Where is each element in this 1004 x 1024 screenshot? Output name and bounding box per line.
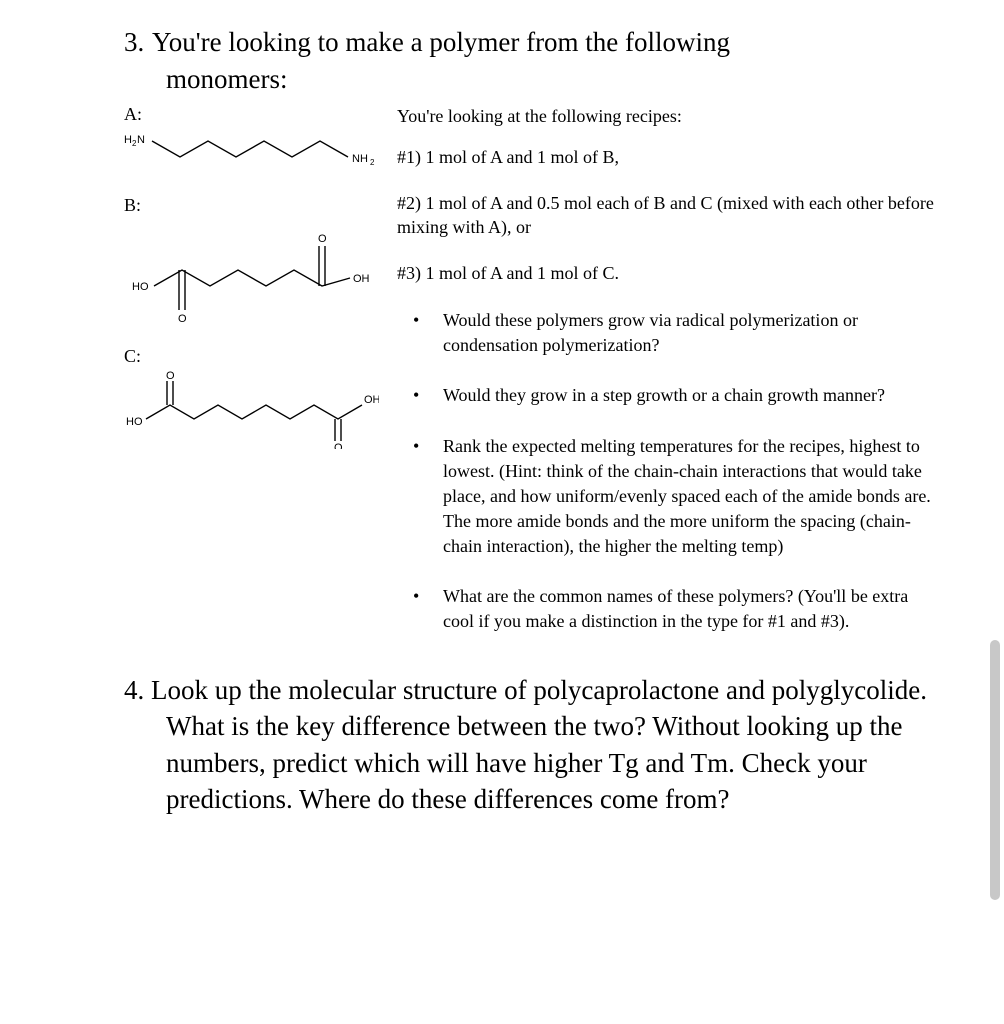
bullet-4: What are the common names of these polym… — [397, 584, 940, 634]
svg-text:O: O — [178, 313, 187, 325]
q3-bullets: Would these polymers grow via radical po… — [397, 308, 940, 634]
svg-text:O: O — [166, 370, 175, 382]
q3-heading-line2: monomers: — [166, 62, 950, 97]
svg-text:H: H — [124, 134, 132, 146]
monomer-b-label: B: — [124, 195, 379, 216]
q4-text: Look up the molecular structure of polyc… — [151, 675, 927, 814]
text-column: You're looking at the following recipes:… — [397, 104, 950, 660]
monomer-a: A: H 2 N NH 2 — [124, 104, 379, 177]
q4-number: 4. — [124, 675, 151, 705]
q3-heading-line1: 3.You're looking to make a polymer from … — [124, 24, 950, 60]
monomers-column: A: H 2 N NH 2 B: — [124, 104, 379, 660]
bullet-1: Would these polymers grow via radical po… — [397, 308, 940, 358]
monomer-c: C: HO OH — [124, 346, 379, 449]
svg-text:OH: OH — [364, 394, 379, 406]
recipes-intro: You're looking at the following recipes: — [397, 106, 940, 127]
scrollbar-thumb[interactable] — [990, 640, 1000, 900]
molecule-b-diagram: HO OH O O — [124, 218, 379, 328]
monomer-c-label: C: — [124, 346, 379, 367]
svg-text:O: O — [318, 233, 327, 245]
monomer-b: B: HO OH — [124, 195, 379, 328]
bullet-3: Rank the expected melting temperatures f… — [397, 434, 940, 558]
monomer-a-label: A: — [124, 104, 379, 125]
svg-text:OH: OH — [353, 273, 370, 285]
svg-text:N: N — [137, 134, 145, 146]
q3-heading-text-1: You're looking to make a polymer from th… — [152, 27, 730, 57]
bullet-2: Would they grow in a step growth or a ch… — [397, 383, 940, 408]
svg-text:HO: HO — [132, 281, 149, 293]
page: 3.You're looking to make a polymer from … — [0, 0, 1004, 1024]
recipe-1: #1) 1 mol of A and 1 mol of B, — [397, 145, 940, 169]
molecule-c-diagram: HO OH O O — [124, 369, 379, 449]
svg-text:2: 2 — [370, 158, 375, 167]
molecule-a-diagram: H 2 N NH 2 — [124, 127, 379, 177]
recipe-2: #2) 1 mol of A and 0.5 mol each of B and… — [397, 191, 940, 240]
question-3: 3.You're looking to make a polymer from … — [124, 24, 950, 660]
svg-text:HO: HO — [126, 416, 143, 428]
recipe-3: #3) 1 mol of A and 1 mol of C. — [397, 261, 940, 285]
question-4: 4. Look up the molecular structure of po… — [124, 672, 940, 818]
q3-number: 3. — [124, 24, 152, 60]
q4-text-block: 4. Look up the molecular structure of po… — [124, 672, 940, 818]
q3-body: A: H 2 N NH 2 B: — [124, 104, 950, 660]
svg-text:O: O — [334, 442, 343, 449]
svg-text:NH: NH — [352, 153, 368, 165]
